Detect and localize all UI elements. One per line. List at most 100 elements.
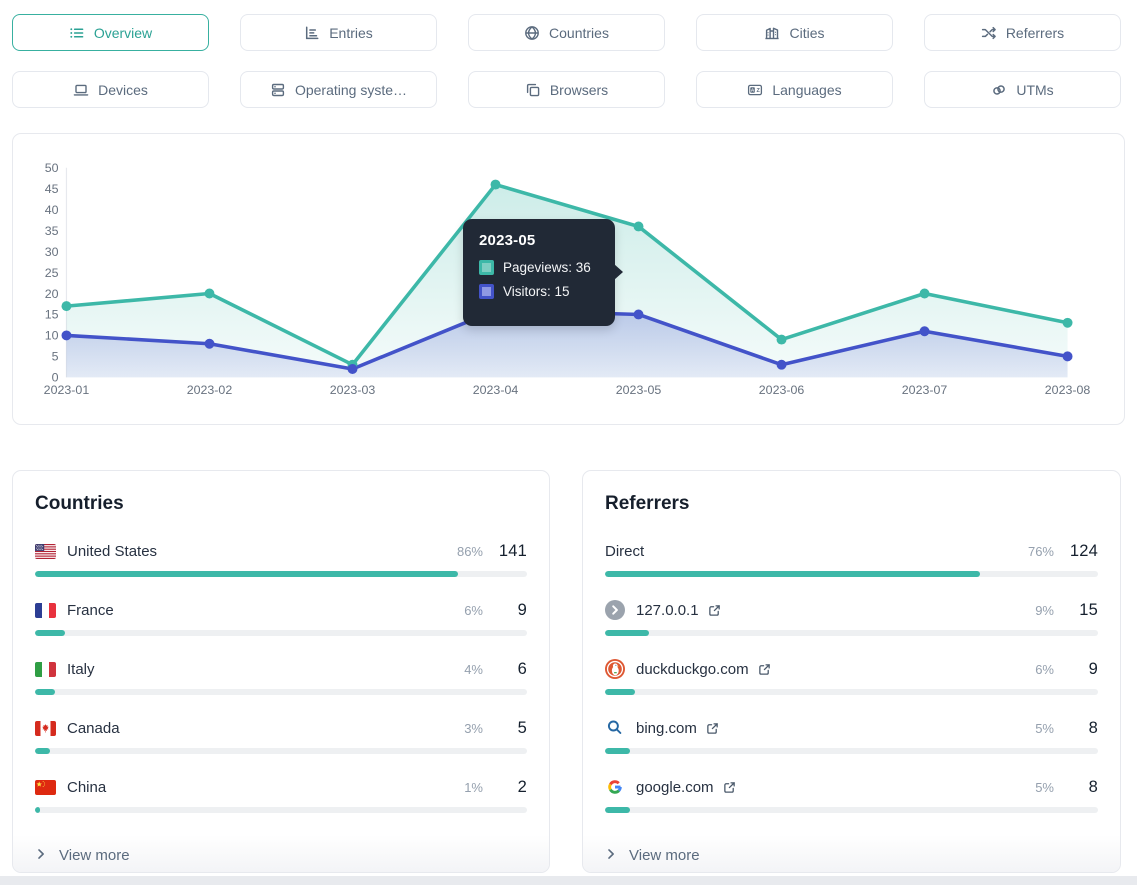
country-row-united-states[interactable]: United States 86% 141: [35, 540, 527, 577]
us-flag-icon: [35, 543, 56, 559]
tab-devices[interactable]: Devices: [12, 71, 209, 108]
referrer-row-duckduckgo[interactable]: duckduckgo.com 6% 9: [605, 658, 1098, 695]
country-name: Canada: [67, 719, 120, 737]
tooltip-arrow: [614, 264, 623, 280]
referrer-value: 9: [1088, 659, 1098, 678]
referrer-percent: 9%: [1035, 602, 1054, 618]
svg-text:2023-05: 2023-05: [616, 383, 662, 397]
laptop-icon: [73, 82, 89, 98]
countries-list: United States 86% 141 France 6% 9: [13, 540, 549, 835]
external-link-icon[interactable]: [723, 781, 736, 794]
referrer-name: duckduckgo.com: [636, 660, 749, 678]
svg-text:25: 25: [45, 266, 59, 280]
referrer-row-localhost[interactable]: 127.0.0.1 9% 15: [605, 599, 1098, 636]
countries-view-more[interactable]: View more: [13, 835, 549, 872]
ca-flag-icon: [35, 720, 56, 736]
default-favicon: [605, 600, 625, 620]
tab-referrers[interactable]: Referrers: [924, 14, 1121, 51]
bar-chart-icon: [304, 25, 320, 41]
referrer-name: bing.com: [636, 719, 697, 737]
svg-text:A: A: [751, 87, 755, 92]
svg-text:15: 15: [45, 308, 59, 322]
referrers-view-more[interactable]: View more: [583, 835, 1120, 872]
progress-track: [35, 571, 527, 577]
external-link-icon[interactable]: [708, 604, 721, 617]
referrers-list: Direct 76% 124 127.0.0.1 9% 15: [583, 540, 1120, 835]
tab-label: UTMs: [1016, 81, 1054, 98]
it-flag-icon: [35, 661, 56, 677]
tab-countries[interactable]: Countries: [468, 14, 665, 51]
google-favicon: [605, 777, 625, 797]
referrer-value: 124: [1069, 541, 1098, 560]
duckduckgo-favicon: [605, 659, 625, 679]
country-percent: 6%: [464, 602, 483, 618]
external-link-icon[interactable]: [706, 722, 719, 735]
country-name: France: [67, 601, 114, 619]
chart-tooltip: 2023-05 Pageviews: 36 Visitors: 15: [463, 219, 623, 326]
svg-text:10: 10: [45, 329, 59, 343]
server-icon: [270, 82, 286, 98]
referrer-percent: 76%: [1027, 543, 1054, 559]
view-more-label: View more: [629, 847, 700, 864]
tab-label: Languages: [772, 81, 842, 98]
referrer-row-google[interactable]: google.com 5% 8: [605, 776, 1098, 813]
tooltip-visitors-value: Visitors: 15: [503, 284, 570, 299]
country-percent: 86%: [456, 543, 483, 559]
progress-fill: [605, 571, 980, 577]
progress-track: [605, 807, 1098, 813]
tab-label: Countries: [549, 24, 609, 41]
progress-track: [35, 807, 527, 813]
tooltip-visitors-row: Visitors: 15: [479, 284, 601, 299]
country-value: 6: [517, 659, 527, 678]
progress-fill: [605, 748, 630, 754]
tab-label: Overview: [93, 24, 153, 41]
referrer-name: google.com: [636, 778, 714, 796]
country-row-china[interactable]: China 1% 2: [35, 776, 527, 813]
progress-fill: [35, 807, 40, 813]
progress-track: [35, 748, 527, 754]
tab-cities[interactable]: Cities: [696, 14, 893, 51]
referrer-row-direct[interactable]: Direct 76% 124: [605, 540, 1098, 577]
external-link-icon[interactable]: [758, 663, 771, 676]
tab-label: Operating syste…: [294, 81, 408, 98]
country-row-france[interactable]: France 6% 9: [35, 599, 527, 636]
svg-text:20: 20: [45, 287, 59, 301]
svg-text:35: 35: [45, 224, 59, 238]
svg-text:2023-04: 2023-04: [473, 383, 519, 397]
svg-text:2023-08: 2023-08: [1045, 383, 1091, 397]
country-name: Italy: [67, 660, 95, 678]
progress-track: [605, 689, 1098, 695]
fr-flag-icon: [35, 602, 56, 618]
tab-operating-systems[interactable]: Operating syste…: [240, 71, 437, 108]
tab-label: Entries: [329, 24, 373, 41]
progress-track: [605, 630, 1098, 636]
report-tabs: Overview Entries Countries Cities Referr…: [12, 14, 1121, 108]
link-icon: [991, 82, 1007, 98]
referrer-row-bing[interactable]: bing.com 5% 8: [605, 717, 1098, 754]
tab-utms[interactable]: UTMs: [924, 71, 1121, 108]
svg-text:2023-03: 2023-03: [330, 383, 376, 397]
progress-fill: [605, 807, 630, 813]
svg-text:5: 5: [52, 350, 59, 364]
traffic-chart-card: 0 5 10 15 20 25 30 35 40 45 50 2023-01 2023-02 2023-0…: [12, 133, 1125, 425]
referrer-percent: 6%: [1035, 661, 1054, 677]
svg-text:Z: Z: [757, 88, 761, 94]
country-row-italy[interactable]: Italy 4% 6: [35, 658, 527, 695]
progress-track: [605, 571, 1098, 577]
country-row-canada[interactable]: Canada 3% 5: [35, 717, 527, 754]
chevron-right-icon: [37, 847, 46, 864]
country-value: 5: [517, 718, 527, 737]
svg-text:40: 40: [45, 203, 59, 217]
tab-label: Browsers: [549, 81, 609, 98]
tab-browsers[interactable]: Browsers: [468, 71, 665, 108]
svg-text:45: 45: [45, 182, 59, 196]
shuffle-icon: [981, 25, 997, 41]
svg-text:30: 30: [45, 245, 59, 259]
progress-fill: [35, 689, 55, 695]
referrer-name: Direct: [605, 542, 645, 560]
svg-text:50: 50: [45, 161, 59, 175]
tab-entries[interactable]: Entries: [240, 14, 437, 51]
tab-overview[interactable]: Overview: [12, 14, 209, 51]
